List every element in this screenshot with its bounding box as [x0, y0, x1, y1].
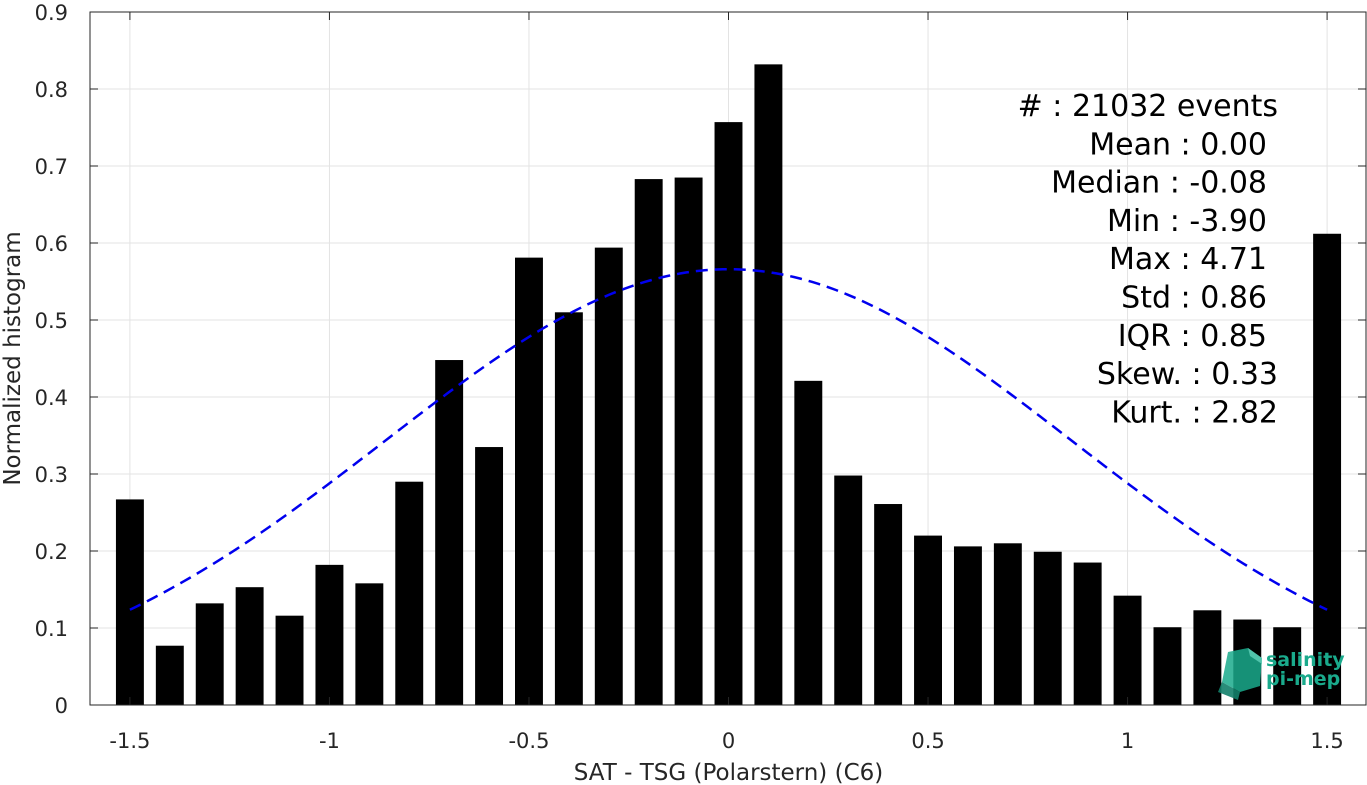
x-axis-ticks: -1.5 -1 -0.5 0 0.5 1 1.5 [109, 12, 1344, 753]
y-tick-label: 0.6 [35, 232, 68, 256]
stat-line: Mean : 0.00 [1089, 127, 1267, 162]
histogram-bar [1313, 233, 1342, 705]
histogram-bar [515, 257, 543, 705]
histogram-bar [674, 177, 703, 706]
histogram-bar [1273, 627, 1302, 705]
y-tick-label: 0.9 [35, 1, 68, 25]
stat-line: IQR : 0.85 [1118, 319, 1267, 354]
histogram-bar [1153, 627, 1182, 705]
histogram-bar [475, 447, 504, 705]
stat-line: Max : 4.71 [1109, 242, 1267, 277]
logo-line2: pi-mep [1266, 668, 1340, 690]
y-tick-label: 0.7 [35, 155, 68, 179]
stat-line: Median : -0.08 [1051, 166, 1267, 201]
x-tick-label: -1 [319, 729, 340, 753]
histogram-bar [395, 481, 424, 705]
histogram-bar [993, 543, 1022, 705]
histogram-bars [115, 64, 1342, 706]
y-tick-label: 0 [55, 694, 68, 718]
histogram-bar [1073, 562, 1102, 705]
stat-line: Skew. : 0.33 [1097, 357, 1278, 392]
histogram-bar [1033, 551, 1062, 705]
x-tick-label: 1.5 [1310, 729, 1343, 753]
cube-logo-icon [1218, 648, 1262, 700]
histogram-bar [794, 380, 823, 705]
logo-line1: salinity [1266, 649, 1345, 671]
y-tick-label: 0.5 [35, 309, 68, 333]
x-tick-label: 0.5 [911, 729, 944, 753]
histogram-bar [155, 645, 184, 705]
histogram-bar [714, 122, 743, 706]
salinity-pimep-logo: salinity pi-mep [1218, 648, 1345, 700]
y-tick-label: 0.1 [35, 617, 68, 641]
histogram-bar [953, 546, 982, 705]
histogram-bar [634, 179, 663, 706]
histogram-bar [235, 587, 264, 705]
histogram-bar [754, 64, 783, 706]
histogram-bar [275, 615, 304, 705]
histogram-bar [594, 247, 623, 705]
stat-line: Kurt. : 2.82 [1111, 395, 1278, 430]
histogram-bar [554, 312, 583, 705]
y-axis-ticks: 0 0.1 0.2 0.3 0.4 0.5 0.6 0.7 0.8 0.9 [35, 1, 1366, 718]
y-tick-label: 0.2 [35, 540, 68, 564]
stat-line: # : 21032 events [1018, 89, 1278, 124]
histogram-bar [435, 360, 464, 705]
histogram-bar [874, 504, 903, 705]
normal-fit-curve [129, 267, 1328, 611]
histogram-bar [914, 535, 942, 705]
histogram-bar [834, 475, 863, 705]
histogram-bar [1113, 595, 1142, 705]
stat-line: Min : -3.90 [1107, 204, 1267, 239]
histogram-bar [1193, 610, 1222, 705]
histogram-bar [195, 603, 224, 705]
x-tick-label: 1 [1121, 729, 1134, 753]
histogram-bar [355, 583, 384, 705]
histogram-bar [315, 564, 344, 705]
x-tick-label: 0 [722, 729, 735, 753]
x-axis-label: SAT - TSG (Polarstern) (C6) [574, 760, 883, 785]
x-tick-label: -0.5 [508, 729, 549, 753]
y-axis-label: Normalized histogram [0, 231, 26, 485]
histogram-bar [115, 499, 144, 705]
y-tick-label: 0.3 [35, 463, 68, 487]
y-tick-label: 0.4 [35, 386, 68, 410]
x-tick-label: -1.5 [109, 729, 150, 753]
y-tick-label: 0.8 [35, 78, 68, 102]
stat-line: Std : 0.86 [1121, 281, 1267, 316]
